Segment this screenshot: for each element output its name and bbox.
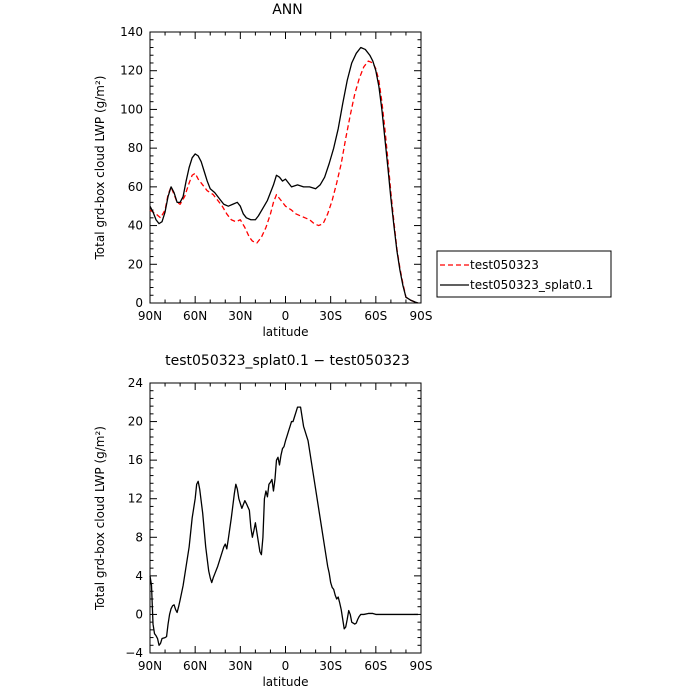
x-axis-label: latitude bbox=[262, 325, 308, 339]
x-tick-label: 90S bbox=[410, 659, 433, 673]
x-axis-label: latitude bbox=[262, 675, 308, 689]
y-tick-label: −4 bbox=[125, 646, 143, 660]
plot-frame bbox=[149, 382, 422, 654]
x-tick-label: 30S bbox=[319, 659, 342, 673]
y-tick-label: 0 bbox=[135, 296, 143, 310]
y-tick-label: 4 bbox=[135, 569, 143, 583]
x-tick-label: 60N bbox=[183, 659, 207, 673]
y-tick-label: 100 bbox=[120, 102, 143, 116]
x-tick-label: 90N bbox=[138, 309, 162, 323]
x-tick-label: 0 bbox=[282, 659, 290, 673]
legend-label-test050323-splat0-1: test050323_splat0.1 bbox=[470, 278, 593, 292]
chart-title: test050323_splat0.1 − test050323 bbox=[165, 353, 410, 369]
series-line-diff-0 bbox=[149, 406, 418, 646]
legend-label-test050323: test050323 bbox=[470, 258, 539, 272]
chart-title: ANN bbox=[272, 2, 303, 18]
x-tick-label: 90S bbox=[410, 309, 433, 323]
x-tick-label: 30S bbox=[319, 309, 342, 323]
y-tick-label: 12 bbox=[128, 492, 143, 506]
y-tick-label: 0 bbox=[135, 607, 143, 621]
y-tick-label: 80 bbox=[128, 141, 143, 155]
x-tick-label: 60S bbox=[364, 309, 387, 323]
y-tick-label: 20 bbox=[128, 257, 143, 271]
x-tick-label: 30N bbox=[228, 659, 252, 673]
legend-box bbox=[436, 250, 612, 298]
y-axis-label: Total grd-box cloud LWP (g/m²) bbox=[93, 426, 107, 611]
plot-frame bbox=[149, 31, 422, 304]
y-tick-label: 60 bbox=[128, 180, 143, 194]
series-line-test050323-splat0-1 bbox=[149, 46, 419, 304]
x-tick-label: 60S bbox=[364, 659, 387, 673]
y-tick-label: 16 bbox=[128, 453, 143, 467]
y-axis-label: Total grd-box cloud LWP (g/m²) bbox=[93, 76, 107, 261]
y-tick-label: 140 bbox=[120, 25, 143, 39]
y-tick-label: 20 bbox=[128, 415, 143, 429]
x-tick-label: 0 bbox=[282, 309, 290, 323]
x-tick-label: 30N bbox=[228, 309, 252, 323]
x-tick-label: 90N bbox=[138, 659, 162, 673]
y-tick-label: 120 bbox=[120, 64, 143, 78]
y-tick-label: 40 bbox=[128, 219, 143, 233]
y-tick-label: 8 bbox=[135, 530, 143, 544]
y-tick-label: 24 bbox=[128, 376, 143, 390]
series-line-test050323 bbox=[149, 60, 419, 304]
x-tick-label: 60N bbox=[183, 309, 207, 323]
